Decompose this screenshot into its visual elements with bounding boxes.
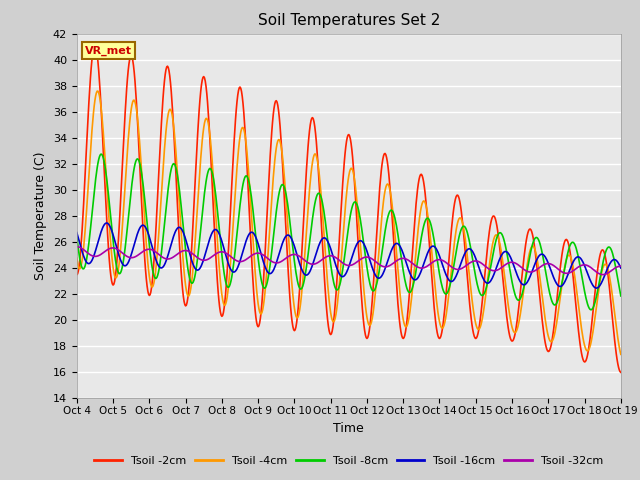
Tsoil -4cm	[617, 351, 625, 357]
Line: Tsoil -32cm: Tsoil -32cm	[77, 247, 621, 275]
Tsoil -32cm	[447, 264, 454, 269]
Tsoil -16cm	[102, 220, 110, 226]
Tsoil -4cm	[193, 211, 201, 217]
Tsoil -8cm	[617, 293, 625, 299]
Tsoil -2cm	[617, 370, 625, 375]
Tsoil -32cm	[567, 269, 575, 275]
Tsoil -4cm	[73, 255, 81, 261]
Tsoil -16cm	[593, 285, 600, 291]
Tsoil -16cm	[568, 262, 575, 268]
Line: Tsoil -4cm: Tsoil -4cm	[77, 91, 621, 354]
Tsoil -4cm	[568, 257, 575, 263]
Tsoil -4cm	[394, 267, 402, 273]
Tsoil -32cm	[193, 254, 200, 260]
Tsoil -2cm	[91, 42, 99, 48]
Tsoil -8cm	[216, 238, 224, 243]
Line: Tsoil -16cm: Tsoil -16cm	[77, 223, 621, 288]
Tsoil -2cm	[394, 301, 402, 307]
Line: Tsoil -2cm: Tsoil -2cm	[77, 45, 621, 372]
Tsoil -32cm	[73, 244, 81, 250]
Tsoil -8cm	[73, 233, 81, 239]
X-axis label: Time: Time	[333, 421, 364, 434]
Tsoil -4cm	[341, 207, 349, 213]
Tsoil -32cm	[617, 263, 625, 269]
Tsoil -32cm	[216, 249, 223, 255]
Tsoil -2cm	[193, 144, 201, 150]
Tsoil -8cm	[341, 250, 349, 256]
Tsoil -4cm	[448, 265, 456, 271]
Tsoil -16cm	[73, 230, 81, 236]
Tsoil -8cm	[448, 275, 456, 281]
Text: VR_met: VR_met	[85, 46, 132, 56]
Tsoil -8cm	[97, 151, 105, 157]
Legend: Tsoil -2cm, Tsoil -4cm, Tsoil -8cm, Tsoil -16cm, Tsoil -32cm: Tsoil -2cm, Tsoil -4cm, Tsoil -8cm, Tsoi…	[90, 451, 608, 470]
Tsoil -32cm	[340, 261, 348, 267]
Tsoil -8cm	[394, 231, 402, 237]
Tsoil -32cm	[394, 258, 401, 264]
Tsoil -16cm	[448, 278, 456, 284]
Tsoil -8cm	[588, 307, 595, 312]
Tsoil -2cm	[568, 261, 575, 267]
Tsoil -8cm	[193, 261, 201, 266]
Tsoil -16cm	[617, 265, 625, 271]
Tsoil -16cm	[394, 241, 402, 247]
Tsoil -2cm	[341, 151, 349, 156]
Tsoil -16cm	[341, 272, 349, 278]
Tsoil -4cm	[216, 278, 224, 284]
Tsoil -2cm	[73, 272, 81, 277]
Title: Soil Temperatures Set 2: Soil Temperatures Set 2	[258, 13, 440, 28]
Tsoil -8cm	[568, 240, 575, 246]
Tsoil -16cm	[193, 267, 201, 273]
Tsoil -4cm	[93, 88, 101, 94]
Tsoil -16cm	[216, 234, 224, 240]
Tsoil -2cm	[448, 226, 456, 231]
Line: Tsoil -8cm: Tsoil -8cm	[77, 154, 621, 310]
Y-axis label: Soil Temperature (C): Soil Temperature (C)	[35, 152, 47, 280]
Tsoil -2cm	[216, 309, 224, 315]
Tsoil -32cm	[599, 272, 607, 277]
